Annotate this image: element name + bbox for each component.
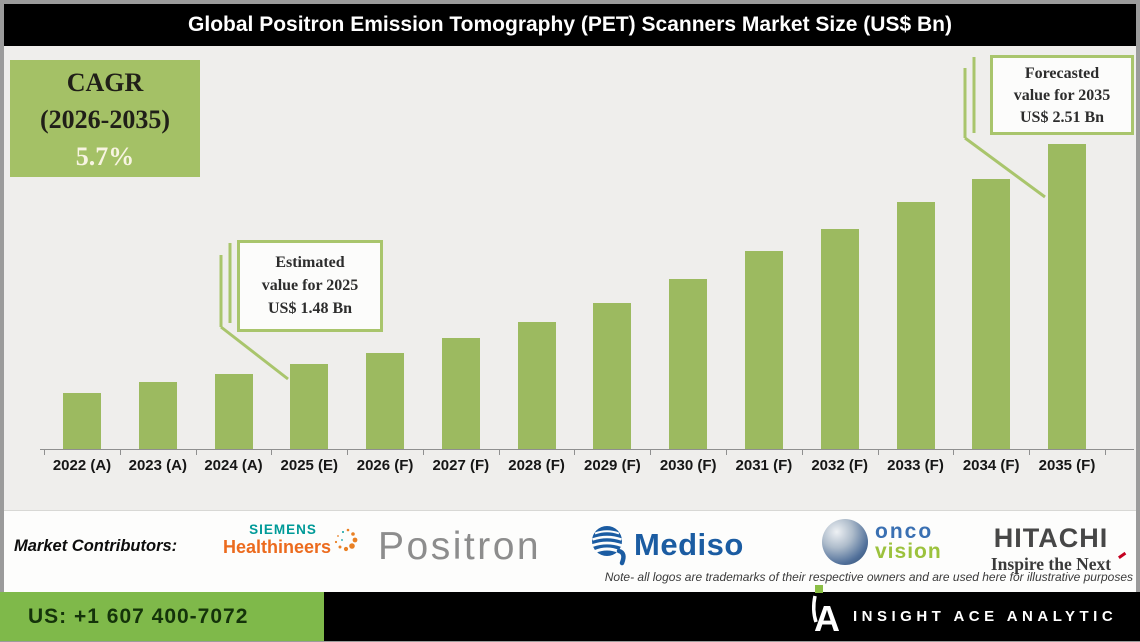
x-axis-label: 2030 (F) [659,457,717,474]
axis-tick [1029,450,1030,455]
trademark-note: Note- all logos are trademarks of their … [604,570,1133,584]
x-axis-label: 2031 (F) [735,457,793,474]
estimated-value: US$ 1.48 Bn [267,300,353,317]
insight-ace-logo-icon: A [806,585,840,639]
bar-2024 [214,374,253,449]
x-axis-label: 2025 (E) [280,457,339,474]
axis-tick [877,450,879,455]
healthineers-wordmark: Healthineers [222,537,332,557]
axis-tick [953,450,955,455]
axis-tick [650,450,652,455]
cagr-label: CAGR [66,68,144,97]
axis-tick [119,450,121,455]
mediso-globe-icon [592,526,626,566]
oncovision-sphere-icon [822,519,868,565]
bar-2029 [593,303,632,449]
x-axis-label: 2024 (A) [204,457,263,474]
mediso-logo: Mediso [590,524,744,566]
x-axis-label: 2027 (F) [432,457,490,474]
cagr-value: 5.7% [75,142,135,171]
forecasted-callout: Forecasted value for 2035 US$ 2.51 Bn [990,55,1134,135]
hitachi-slogan: Inspire the Next [990,554,1112,574]
bar-2032 [820,229,859,449]
axis-tick [725,450,727,455]
onco-wordmark: onco [875,520,934,543]
market-contributors-label: Market Contributors: [14,537,178,555]
axis-tick [574,450,576,455]
bar-2023 [138,382,177,449]
phone-number: US: +1 607 400-7072 [28,604,249,628]
cagr-period: (2026-2035) [40,105,170,134]
mediso-wordmark: Mediso [634,527,744,562]
chart-area: CAGR (2026-2035) 5.7% 2022 (A) 2023 (A) 20… [4,46,1136,510]
phone-block: US: +1 607 400-7072 [0,592,324,641]
x-axis-label: 2023 (A) [128,457,187,474]
axis-tick [44,450,45,455]
cagr-box: CAGR (2026-2035) 5.7% [10,60,200,177]
bar-2031 [744,251,783,449]
x-axis-label: 2029 (F) [584,457,641,474]
oncovision-logo: onco vision [822,519,942,565]
axis-tick [422,450,424,455]
bar-2028 [517,322,556,449]
axis-tick [271,450,273,455]
axis-tick [498,450,500,455]
hitachi-logo: HITACHI Inspire the Next [964,523,1138,575]
forecasted-line2: value for 2035 [1013,87,1111,104]
estimated-line1: Estimated [275,254,345,271]
x-axis-label: 2032 (F) [811,457,869,474]
bar-2022 [63,393,101,449]
x-axis-label: 2028 (F) [508,457,565,474]
estimated-line2: value for 2025 [261,277,359,294]
axis-tick [347,450,349,455]
vision-wordmark: vision [875,540,942,563]
x-axis-label: 2035 (F) [1038,457,1096,474]
hitachi-wordmark: HITACHI [993,523,1109,553]
bar-2035 [1048,144,1086,449]
bar-2025 [290,364,329,449]
x-axis-label: 2033 (F) [887,457,944,474]
footer: US: +1 607 400-7072 A INSIGHT ACE ANALYT… [0,585,1140,641]
positron-logo: Positron [378,525,542,568]
axis-tick [1104,450,1106,455]
estimated-callout: Estimated value for 2025 US$ 1.48 Bn [237,240,383,332]
page-title: Global Positron Emission Tomography (PET… [188,13,952,36]
x-axis-label: 2026 (F) [356,457,414,474]
x-axis-label: 2034 (F) [962,457,1020,474]
siemens-wordmark: SIEMENS [249,522,317,537]
bar-2034 [972,179,1011,449]
x-axis-line [40,449,1134,450]
bar-2027 [441,338,480,449]
axis-tick [801,450,803,455]
title-bar: Global Positron Emission Tomography (PET… [4,4,1136,46]
x-axis-label: 2022 (A) [52,457,112,474]
bar-2026 [366,353,405,449]
forecasted-value: US$ 2.51 Bn [1019,109,1105,126]
forecasted-line1: Forecasted [1024,65,1100,82]
svg-text:A: A [814,598,840,637]
contributors-section: Market Contributors: SIEMENS Healthineer… [4,510,1136,592]
bar-2030 [669,279,708,449]
siemens-healthineers-logo: SIEMENS Healthineers [216,522,358,558]
siemens-dots-icon [334,528,358,552]
bar-2033 [896,202,935,449]
brand-name: INSIGHT ACE ANALYTIC [853,608,1118,625]
axis-tick [195,450,197,455]
